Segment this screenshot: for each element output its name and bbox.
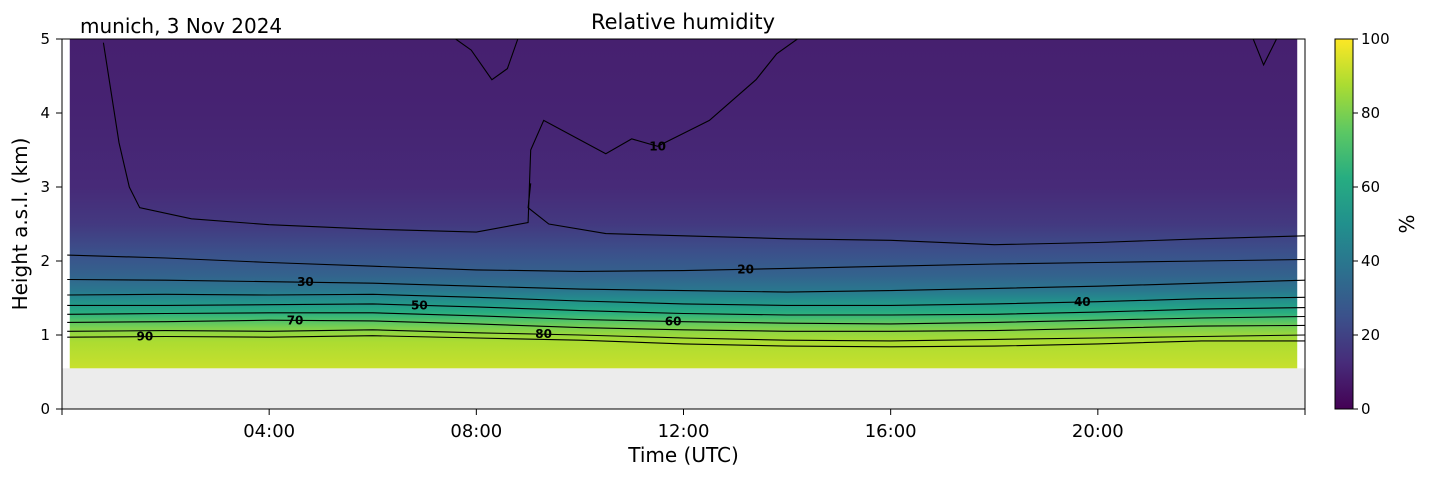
y-tick-label: 5 bbox=[40, 30, 50, 48]
y-tick-label: 0 bbox=[40, 400, 50, 418]
contour-label: 70 bbox=[287, 313, 304, 327]
x-tick-label: 08:00 bbox=[450, 421, 502, 442]
humidity-field bbox=[69, 39, 1298, 369]
colorbar: 0 20 40 60 80 100 % bbox=[1334, 30, 1419, 418]
contour-label: 40 bbox=[1074, 295, 1091, 309]
contour-line bbox=[455, 39, 519, 81]
y-tick-label: 2 bbox=[40, 252, 50, 270]
x-tick-label: 20:00 bbox=[1072, 421, 1124, 442]
contour-label: 90 bbox=[137, 330, 154, 344]
colorbar-tick-label: 100 bbox=[1361, 30, 1390, 48]
y-axis: 0 1 2 3 4 5 bbox=[40, 30, 62, 418]
contour-line bbox=[1252, 39, 1277, 67]
x-axis: 04:00 08:00 12:00 16:00 20:00 bbox=[61, 409, 1306, 442]
contour-line bbox=[102, 39, 798, 233]
contour-line bbox=[527, 183, 1305, 246]
contour-label: 10 bbox=[649, 139, 666, 153]
x-tick-label: 04:00 bbox=[243, 421, 295, 442]
contour-line bbox=[67, 278, 1305, 293]
colorbar-tick-label: 80 bbox=[1361, 104, 1380, 122]
location-date-label: munich, 3 Nov 2024 bbox=[80, 14, 282, 38]
contour-line bbox=[67, 329, 1305, 342]
colorbar-tick-label: 60 bbox=[1361, 178, 1380, 196]
y-axis-label: Height a.s.l. (km) bbox=[8, 138, 32, 311]
contour-label: 20 bbox=[737, 262, 754, 276]
colorbar-tick-label: 20 bbox=[1361, 326, 1380, 344]
contour-line bbox=[67, 312, 1305, 325]
contour-label: 60 bbox=[665, 314, 682, 328]
colorbar-gradient bbox=[1334, 38, 1354, 410]
x-tick-label: 16:00 bbox=[865, 421, 917, 442]
contour-label: 80 bbox=[535, 327, 552, 341]
x-axis-label: Time (UTC) bbox=[627, 443, 739, 467]
contour-line bbox=[67, 335, 1305, 348]
colorbar-tick-label: 40 bbox=[1361, 252, 1380, 270]
contour-line bbox=[67, 293, 1305, 306]
y-tick-label: 4 bbox=[40, 104, 50, 122]
contour-label: 30 bbox=[297, 275, 314, 289]
contour-line bbox=[67, 254, 1305, 272]
contour-line bbox=[67, 319, 1305, 332]
x-tick-label: 12:00 bbox=[658, 421, 710, 442]
chart-title: Relative humidity bbox=[591, 10, 775, 34]
y-tick-label: 1 bbox=[40, 326, 50, 344]
contour-lines: 90 80 70 60 50 40 30 20 10 bbox=[67, 39, 1305, 348]
contour-label: 50 bbox=[411, 298, 428, 312]
no-data-region bbox=[62, 368, 1305, 409]
colorbar-ticks: 0 20 40 60 80 100 bbox=[1353, 30, 1390, 418]
colorbar-tick-label: 0 bbox=[1361, 400, 1371, 418]
colorbar-label: % bbox=[1395, 214, 1419, 233]
y-tick-label: 3 bbox=[40, 178, 50, 196]
contour-line bbox=[67, 303, 1305, 316]
plot-area: 90 80 70 60 50 40 30 20 10 bbox=[61, 38, 1306, 410]
